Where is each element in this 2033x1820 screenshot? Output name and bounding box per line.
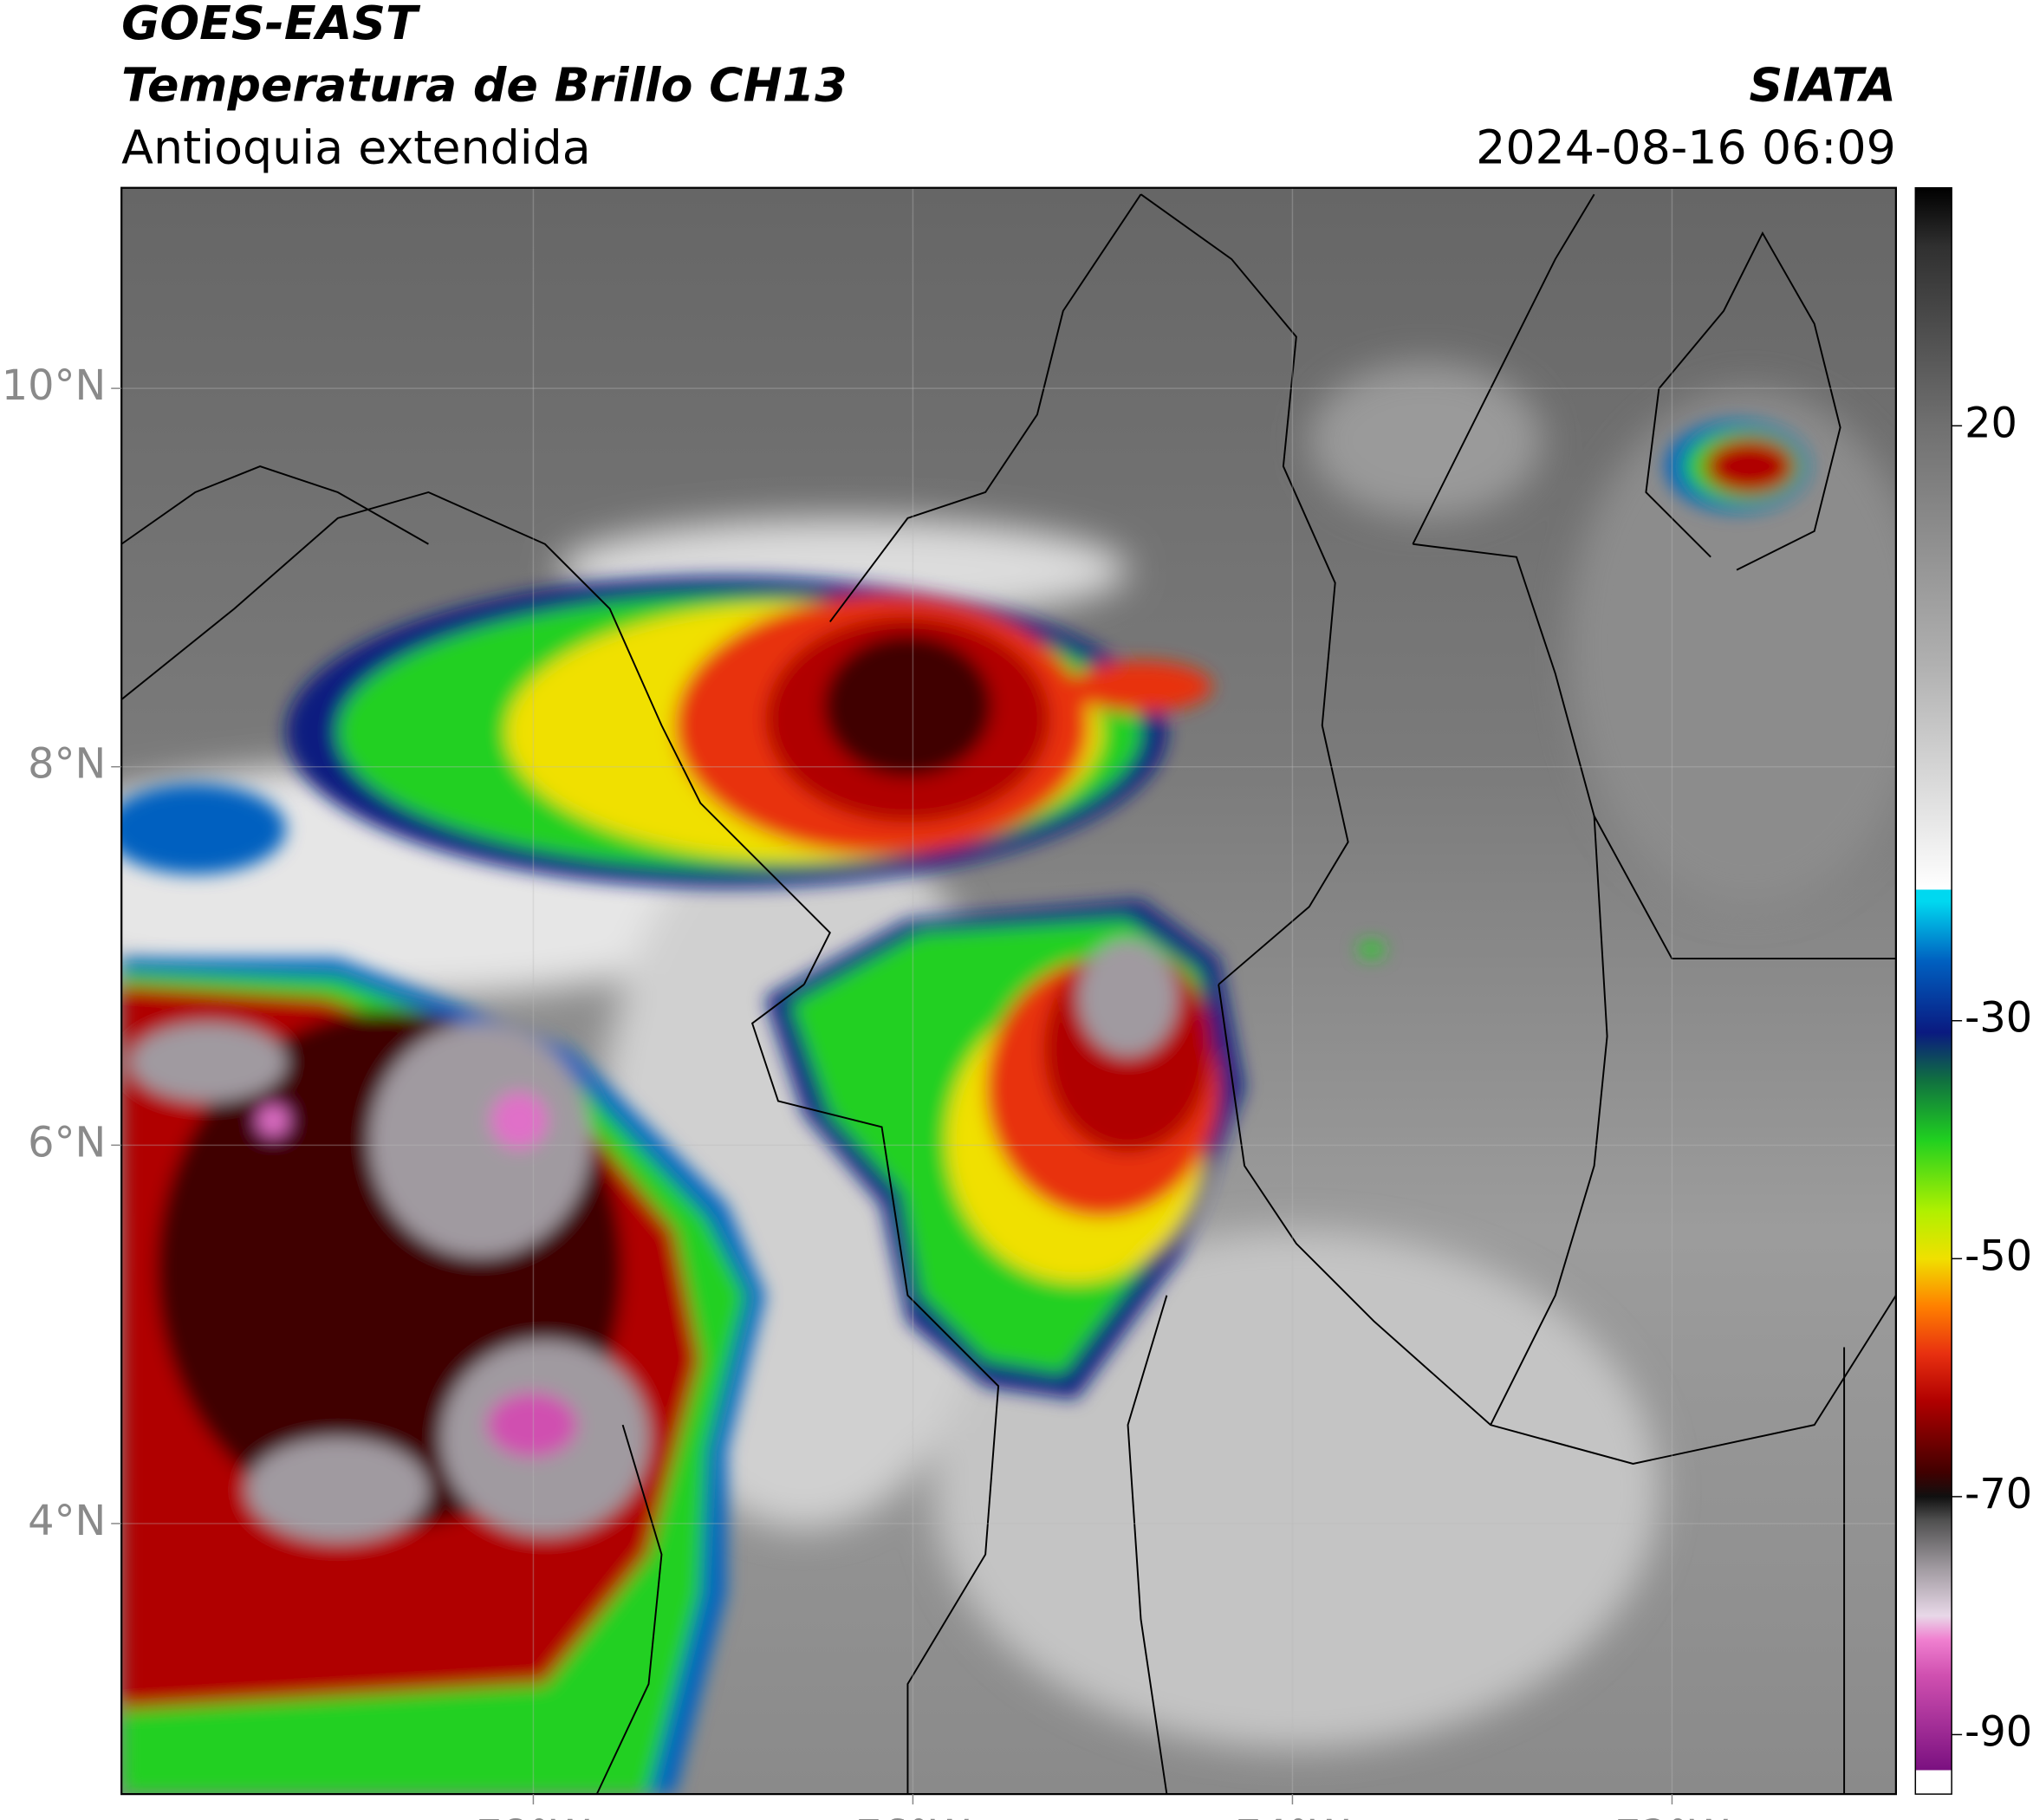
x-tick-label: 74°W [1235,1812,1349,1820]
colorbar-tick-label: -30 [1965,995,2032,1043]
colorbar-tick-label: -50 [1965,1232,2032,1280]
region: Antioquia extendida [121,120,591,174]
y-tick-label: 4°N [28,1498,106,1545]
grid [121,187,1896,1795]
subtitle: Temperatura de Brillo CH13 [121,58,847,113]
x-tick-label: 72°W [1614,1812,1729,1820]
title: GOES-EAST [121,0,421,50]
y-tick-label: 10°N [2,362,107,410]
colorbar-tick-label: -70 [1965,1471,2032,1518]
y-tick-label: 6°N [28,1119,106,1167]
x-tick-label: 76°W [855,1812,970,1820]
source: SIATA [1749,58,1895,113]
colorbar-tick-label: -90 [1965,1708,2032,1756]
y-tick-label: 8°N [28,741,106,789]
satellite-image [121,187,1896,1795]
map-frame [120,186,1897,1796]
datetime: 2024-08-16 06:09 [1476,120,1896,174]
colorbar-tick-label: 20 [1965,400,2017,447]
borders [121,193,1896,1795]
colorbar [1914,186,1952,1795]
x-tick-label: 78°W [476,1812,590,1820]
